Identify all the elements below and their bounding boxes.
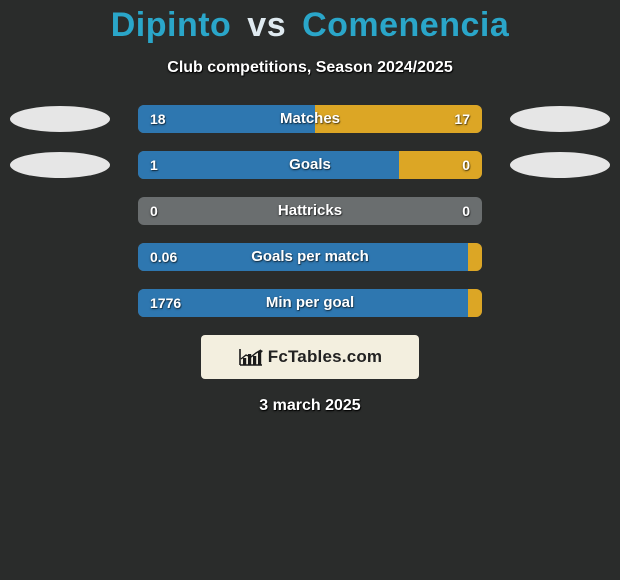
stats-container: 1817Matches 10Goals 0 0Hattricks 0.06Goals p… <box>0 105 620 317</box>
stat-label: Hattricks <box>138 197 482 225</box>
player1-badge <box>10 106 110 132</box>
stat-bar-right <box>399 151 482 179</box>
title-player1: Dipinto <box>111 6 232 44</box>
title-vs: vs <box>247 6 286 44</box>
footer-date: 3 march 2025 <box>0 397 620 415</box>
stat-row: 0.06Goals per match <box>0 243 620 271</box>
player2-badge <box>510 106 610 132</box>
stat-bar: 0.06Goals per match <box>138 243 482 271</box>
stat-value-left: 0 <box>150 197 158 225</box>
stat-bar: 0 0Hattricks <box>138 197 482 225</box>
page-title: Dipinto vs Comenencia <box>0 6 620 45</box>
stat-bar: 1817Matches <box>138 105 482 133</box>
player2-badge <box>510 152 610 178</box>
stat-bar: 1776Min per goal <box>138 289 482 317</box>
logo-text: FcTables.com <box>268 347 383 367</box>
stat-bar-left <box>138 151 399 179</box>
stat-bar-right <box>468 289 482 317</box>
stat-bar-right <box>315 105 482 133</box>
stat-bar-left <box>138 289 468 317</box>
stat-row: 0 0Hattricks <box>0 197 620 225</box>
stat-bar: 10Goals <box>138 151 482 179</box>
subtitle: Club competitions, Season 2024/2025 <box>0 59 620 77</box>
stat-row: 1817Matches <box>0 105 620 133</box>
stat-bar-left <box>138 243 468 271</box>
logo-box[interactable]: FcTables.com <box>201 335 419 379</box>
content-root: Dipinto vs Comenencia Club competitions,… <box>0 0 620 580</box>
stat-bar-right <box>468 243 482 271</box>
stat-value-right: 0 <box>462 197 470 225</box>
player1-badge <box>10 152 110 178</box>
stat-bar-left <box>138 105 315 133</box>
stat-row: 10Goals <box>0 151 620 179</box>
title-player2: Comenencia <box>302 6 509 44</box>
bar-chart-icon <box>238 347 264 367</box>
stat-row: 1776Min per goal <box>0 289 620 317</box>
